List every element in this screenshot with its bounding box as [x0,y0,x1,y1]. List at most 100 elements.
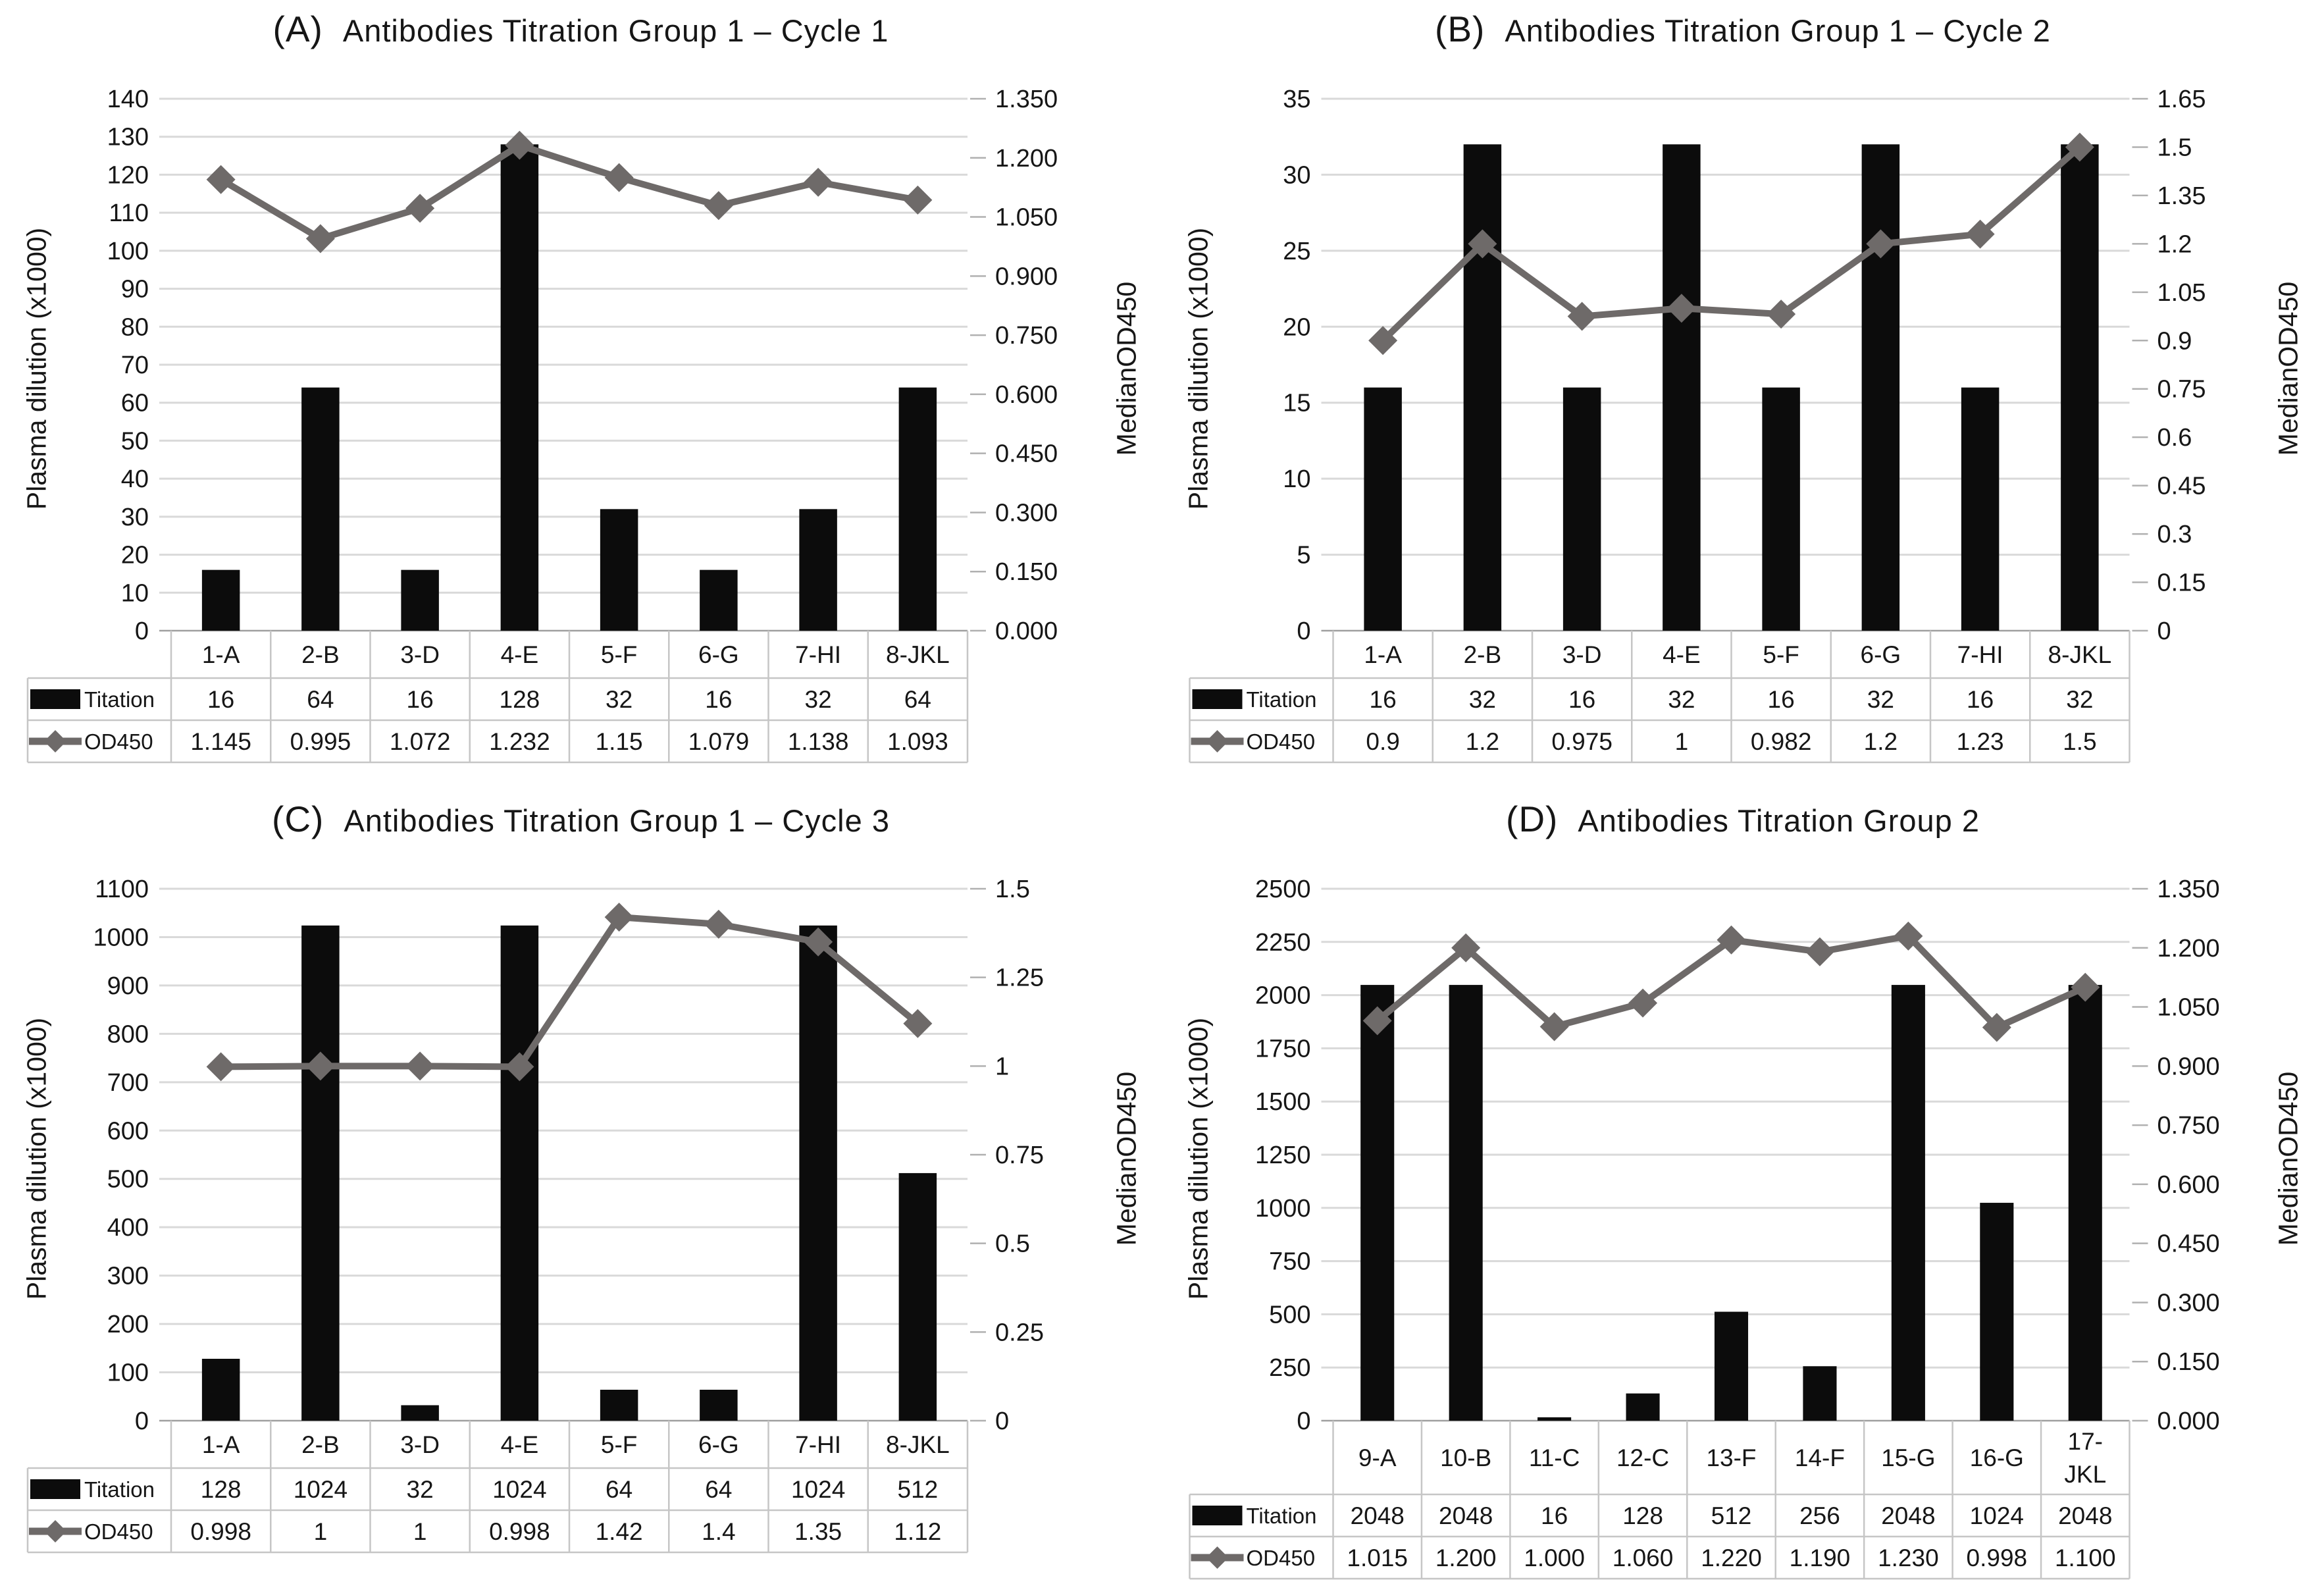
titation-value: 64 [307,686,334,713]
bar-7-HI [1961,387,2000,631]
table-od450-row: OD450 0.9 1.2 0.975 1 0.982 1.2 1.23 1.5 [1191,728,2097,755]
od450-value: 1.232 [489,728,550,755]
category-label: 12-C [1616,1444,1669,1471]
left-tick-label: 20 [121,542,149,569]
category-label: 11-C [1529,1444,1580,1471]
od450-legend-label: OD450 [1247,1546,1316,1570]
data-table-borders [1189,1421,2130,1580]
bar-17-JKL [2068,985,2102,1421]
titation-legend-swatch [30,689,80,709]
category-label: 7-HI [795,641,841,668]
left-tick-label: 400 [107,1214,149,1242]
titation-value: 16 [705,686,732,713]
category-label: 4-E [501,641,539,668]
titation-value: 512 [1711,1502,1752,1529]
table-titation-row: Titation 128 1024 32 1024 64 64 1024 512 [30,1476,938,1503]
od450-marker [405,194,435,223]
od450-value: 1.4 [702,1518,735,1545]
left-tick-label: 200 [107,1311,149,1338]
bar-13-F [1714,1311,1749,1421]
gridlines [159,97,968,632]
od450-value: 0.995 [290,728,351,755]
od450-legend-label: OD450 [84,729,153,754]
left-tick-label: 1750 [1255,1035,1311,1063]
titation-legend-label: Titation [1247,687,1317,712]
left-tick-label: 0 [1297,1408,1310,1435]
right-tick-label: 0.9 [2157,327,2192,355]
right-tick-label: 0.300 [2157,1289,2220,1317]
left-tick-label: 30 [1283,161,1310,189]
titation-legend-swatch [1192,689,1243,709]
bar-10-B [1449,985,1483,1421]
od450-value: 1 [314,1518,328,1545]
category-label: 8-JKL [886,641,950,668]
bar-3-D [401,569,439,631]
right-tick-label: 0.750 [2157,1112,2220,1140]
data-table-borders [26,631,969,764]
left-tick-label: 300 [107,1263,149,1290]
titation-value: 16 [1370,686,1397,713]
left-tick-label: 50 [121,427,149,455]
od450-legend-diamond [1206,730,1229,752]
right-tick-label: 0.75 [995,1142,1044,1169]
panel-d-label: (D) [1506,799,1559,839]
od450-marker [305,224,335,253]
titation-value: 1024 [294,1476,348,1503]
od450-markers [1368,132,2094,356]
od450-marker [804,167,833,197]
od450-line [220,914,920,1070]
panel-d-title-text: Antibodies Titration Group 2 [1578,803,1980,838]
bar-6-G [1861,144,1900,631]
left-tick-label: 1500 [1255,1088,1311,1116]
panel-a-chart: 01020304050607080901001101201301400.0000… [26,86,1058,764]
left-tick-label: 70 [121,352,149,379]
right-tick-label: 1.25 [995,964,1044,992]
od450-value: 0.975 [1551,728,1613,755]
od450-value: 1.2 [1466,728,1499,755]
od450-marker [1866,229,1896,259]
od450-value: 1 [413,1518,427,1545]
left-axis-ticks: 0 100 200 300 400 500 600 700 800 900 1000 1100 [93,876,149,1435]
panel-b-title: (B) Antibodies Titration Group 1 – Cycle… [1162,8,2324,50]
panel-c-chart: 0 100 200 300 400 500 600 700 800 900 1000 1100 0 0.2… [26,876,1044,1554]
panel-a-label: (A) [272,9,323,49]
od450-markers [1362,921,2100,1042]
titation-value: 16 [207,686,234,713]
od450-value: 0.982 [1751,728,1812,755]
table-titation-row: Titation 16 64 16 128 32 16 32 64 [30,686,931,713]
right-tick-label: 0.900 [2157,1053,2220,1080]
od450-marker [1567,302,1597,331]
bar-4-E [1663,144,1701,631]
left-tick-label: 40 [121,465,149,493]
bar-8-JKL [898,387,937,631]
category-label: 7-HI [795,1431,841,1458]
table-od450-row: OD450 0.998 1 1 0.998 1.42 1.4 1.35 1.12 [29,1518,941,1545]
right-tick-label: 0.75 [2157,376,2206,404]
od450-marker [1539,1012,1569,1041]
od450-value: 1.35 [794,1518,842,1545]
bar-7-HI [799,925,837,1421]
titation-value: 32 [2066,686,2093,713]
bar-2-B [301,387,340,631]
right-tick-label: 1 [995,1053,1009,1080]
left-tick-label: 1100 [95,876,149,903]
titation-legend-label: Titation [84,1477,155,1502]
od450-value: 1.2 [1864,728,1898,755]
left-tick-label: 2500 [1255,876,1311,903]
right-tick-label: 0.300 [995,499,1058,527]
od450-markers [206,903,933,1082]
left-tick-label: 800 [107,1020,149,1048]
left-tick-label: 750 [1269,1248,1310,1276]
od450-marker [505,130,534,160]
od450-value: 1.220 [1701,1544,1762,1571]
bar-16-G [1980,1203,2014,1421]
od450-value: 1.000 [1524,1544,1585,1571]
od450-value: 1.072 [390,728,451,755]
category-label: 1-A [202,1431,240,1458]
bar-5-F [600,1389,638,1421]
table-od450-row: OD450 1.015 1.200 1.000 1.060 1.220 1.190 1.230… [1191,1544,2116,1571]
category-label: 5-F [601,1431,638,1458]
titation-value: 2048 [1439,1502,1493,1529]
category-label: 15-G [1881,1444,1935,1471]
